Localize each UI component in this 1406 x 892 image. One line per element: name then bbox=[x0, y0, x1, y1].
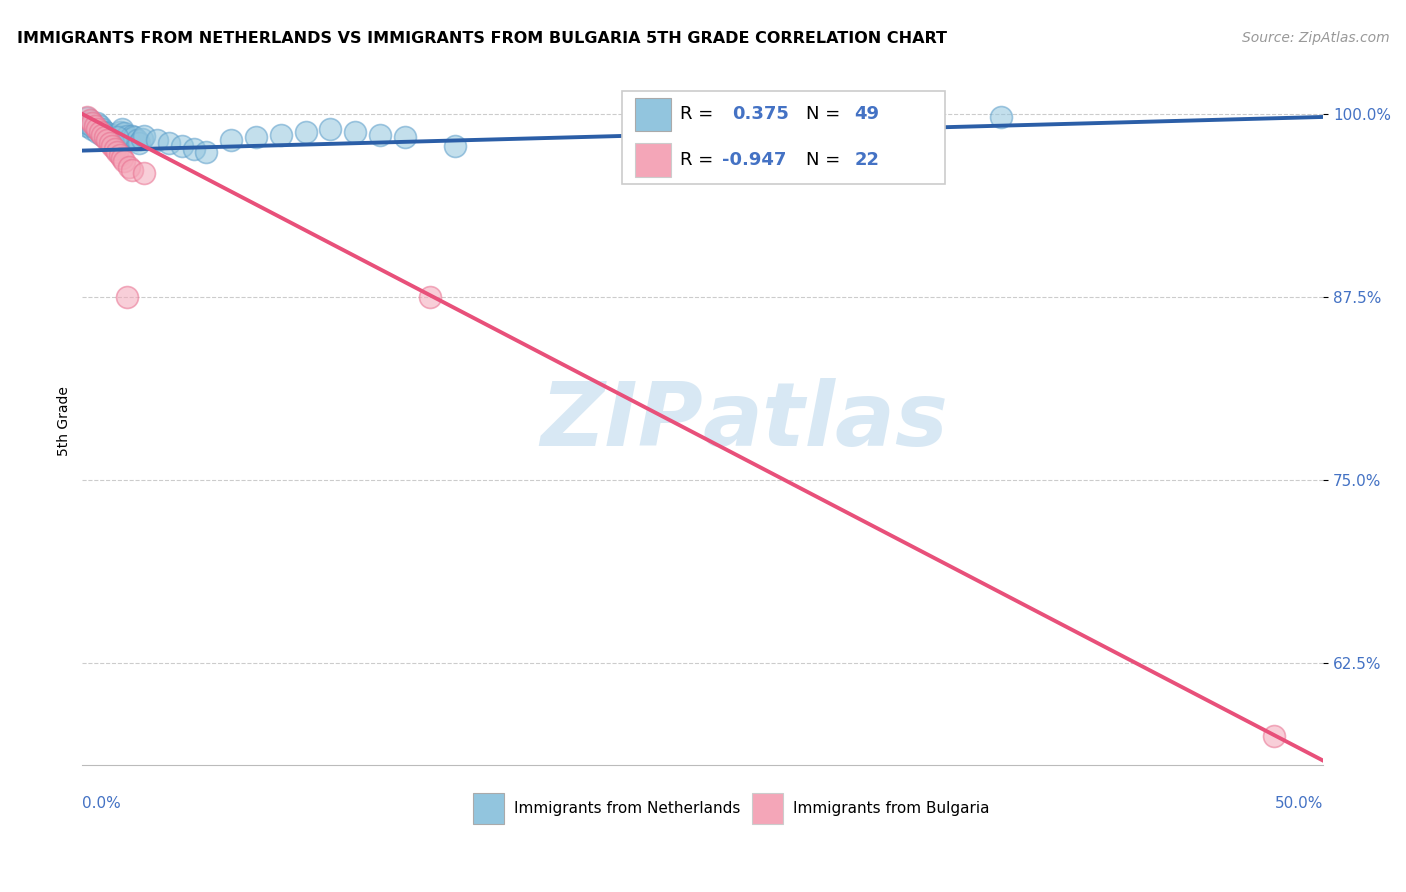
Point bbox=[93, 125, 115, 139]
Point bbox=[82, 116, 104, 130]
Point bbox=[98, 128, 121, 142]
Point bbox=[128, 136, 150, 151]
Point bbox=[98, 136, 121, 151]
Point bbox=[419, 290, 441, 304]
Point bbox=[89, 119, 111, 133]
Point bbox=[368, 128, 391, 142]
Point bbox=[270, 128, 292, 142]
Point bbox=[76, 110, 98, 124]
Point bbox=[990, 110, 1012, 124]
FancyBboxPatch shape bbox=[474, 793, 505, 823]
Point bbox=[114, 153, 136, 168]
Point bbox=[294, 125, 316, 139]
Point bbox=[111, 121, 134, 136]
Point bbox=[91, 128, 114, 142]
Point bbox=[86, 121, 108, 136]
Text: Immigrants from Bulgaria: Immigrants from Bulgaria bbox=[793, 801, 990, 816]
Point bbox=[96, 130, 118, 145]
Point bbox=[443, 139, 465, 153]
Point bbox=[91, 128, 114, 142]
FancyBboxPatch shape bbox=[752, 793, 783, 823]
Text: ZIP: ZIP bbox=[540, 378, 703, 465]
Point bbox=[76, 116, 98, 130]
Point bbox=[79, 112, 101, 127]
Text: IMMIGRANTS FROM NETHERLANDS VS IMMIGRANTS FROM BULGARIA 5TH GRADE CORRELATION CH: IMMIGRANTS FROM NETHERLANDS VS IMMIGRANT… bbox=[17, 31, 946, 46]
Point bbox=[83, 120, 105, 135]
Point bbox=[108, 148, 131, 162]
Point bbox=[183, 142, 205, 156]
Point bbox=[111, 151, 134, 165]
Point bbox=[86, 125, 108, 139]
Text: 50.0%: 50.0% bbox=[1275, 796, 1323, 811]
Text: Source: ZipAtlas.com: Source: ZipAtlas.com bbox=[1241, 31, 1389, 45]
Point bbox=[101, 133, 124, 147]
Point bbox=[82, 119, 104, 133]
Point bbox=[101, 128, 124, 143]
Point bbox=[134, 128, 156, 143]
Point bbox=[145, 133, 167, 147]
Text: 0.0%: 0.0% bbox=[83, 796, 121, 811]
Point bbox=[86, 116, 108, 130]
Point bbox=[91, 125, 114, 139]
Point bbox=[118, 160, 141, 174]
Text: atlas: atlas bbox=[703, 378, 949, 465]
Point bbox=[83, 119, 105, 133]
Point bbox=[344, 125, 367, 139]
Point bbox=[76, 112, 98, 126]
Point bbox=[96, 126, 118, 140]
Point bbox=[219, 133, 242, 147]
Point bbox=[131, 132, 153, 146]
Point bbox=[394, 130, 416, 145]
Point bbox=[115, 290, 138, 304]
Point bbox=[108, 125, 131, 139]
Point bbox=[245, 130, 267, 145]
Point bbox=[134, 165, 156, 179]
Point bbox=[103, 142, 125, 156]
Point bbox=[101, 139, 124, 153]
Point bbox=[170, 139, 193, 153]
Point bbox=[125, 133, 148, 147]
Point bbox=[105, 145, 128, 159]
Point bbox=[115, 128, 138, 143]
Point bbox=[79, 114, 101, 128]
Point bbox=[93, 130, 115, 145]
Text: Immigrants from Netherlands: Immigrants from Netherlands bbox=[515, 801, 741, 816]
Point bbox=[157, 136, 180, 151]
Point bbox=[82, 121, 104, 136]
Point bbox=[121, 128, 143, 143]
Point bbox=[76, 119, 98, 133]
Point bbox=[103, 130, 125, 145]
Point bbox=[105, 128, 128, 142]
Point bbox=[105, 130, 128, 145]
Point bbox=[96, 133, 118, 147]
Point bbox=[118, 132, 141, 146]
Point bbox=[82, 117, 104, 131]
Point bbox=[114, 126, 136, 140]
Point bbox=[195, 145, 218, 159]
Point bbox=[1263, 729, 1285, 743]
Y-axis label: 5th Grade: 5th Grade bbox=[58, 386, 72, 456]
Point bbox=[319, 121, 342, 136]
Point bbox=[91, 121, 114, 136]
Point bbox=[89, 125, 111, 139]
Point bbox=[121, 162, 143, 177]
Point bbox=[124, 130, 146, 145]
